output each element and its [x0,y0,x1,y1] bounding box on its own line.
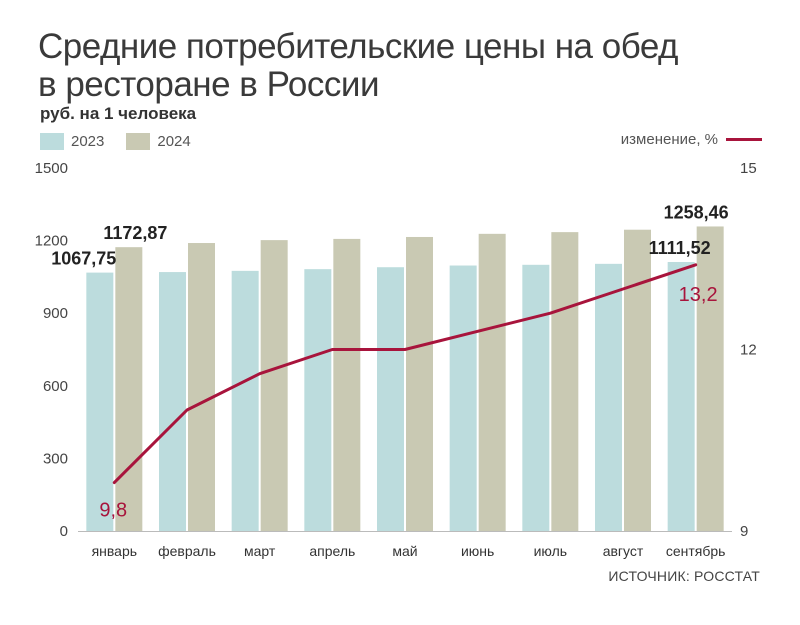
bar-2024-6 [551,232,579,531]
y-tick-label: 900 [43,305,68,322]
bar-value-label: 1172,87 [103,223,167,243]
bar-2023-7 [595,263,622,531]
bar-2023-2 [231,270,259,531]
legend-item-2024: 2024 [126,132,191,150]
y2-tick-label: 15 [740,160,757,177]
series-line-change [112,263,698,485]
chart-title: Средние потребительские цены на обед в р… [38,28,758,104]
bar-2024-7 [624,229,651,531]
bar-2024-8 [696,226,724,531]
bar-2023-1 [159,272,186,531]
bar-2023-8 [667,262,695,531]
bar-2024-0 [115,247,143,531]
bar-2023-6 [522,264,550,531]
bar-2024-1 [188,243,215,531]
source-note: ИСТОЧНИК: РОССТАТ [608,568,760,584]
bar-value-label: 1111,52 [649,238,711,258]
x-tick-label: апрель [309,543,355,559]
title-line-1: Средние потребительские цены на обед [38,27,678,66]
bar-2024-2 [260,240,288,531]
bar-2023-5 [449,265,477,531]
legend-line-label: изменение, % [620,130,718,148]
x-tick-label: август [603,543,644,559]
legend-line: изменение, % [621,129,762,149]
bar-2023-0 [86,272,114,531]
y-tick-label: 0 [60,523,68,540]
bar-2024-5 [478,233,506,531]
x-tick-label: май [392,543,417,559]
title-line-2: в ресторане в России [38,65,380,104]
legend-swatch-2024 [126,132,151,150]
x-tick-label: февраль [158,543,216,559]
bar-2023-3 [304,269,332,531]
x-tick-label: сентябрь [666,543,726,559]
legend-item-2023: 2023 [40,132,105,150]
bar-2023-4 [377,267,404,531]
legend: 2023 2024 [40,131,213,151]
bar-value-label: 1067,75 [51,249,116,269]
legend-swatch-2023 [40,132,64,150]
legend-label-2024: 2024 [157,132,191,150]
y-tick-label: 1200 [35,233,68,250]
y-tick-label: 600 [43,378,68,395]
x-tick-label: июнь [461,543,494,559]
bar-value-label: 1258,46 [664,202,729,222]
line-label-end: 13,2 [679,284,718,306]
x-tick-label: июль [534,543,567,559]
x-tick-label: январь [92,543,137,559]
legend-label-2023: 2023 [71,132,105,150]
line-label-start: 9,8 [99,500,127,522]
y-tick-label: 300 [43,450,68,467]
bar-2024-3 [333,238,361,531]
y2-tick-label: 9 [740,523,748,540]
bar-2024-4 [406,236,433,531]
y-tick-label: 1500 [35,160,68,177]
y2-tick-label: 12 [740,342,757,359]
x-tick-label: март [244,543,276,559]
legend-line-swatch [726,137,762,141]
chart-subtitle: руб. на 1 человека [40,104,197,123]
